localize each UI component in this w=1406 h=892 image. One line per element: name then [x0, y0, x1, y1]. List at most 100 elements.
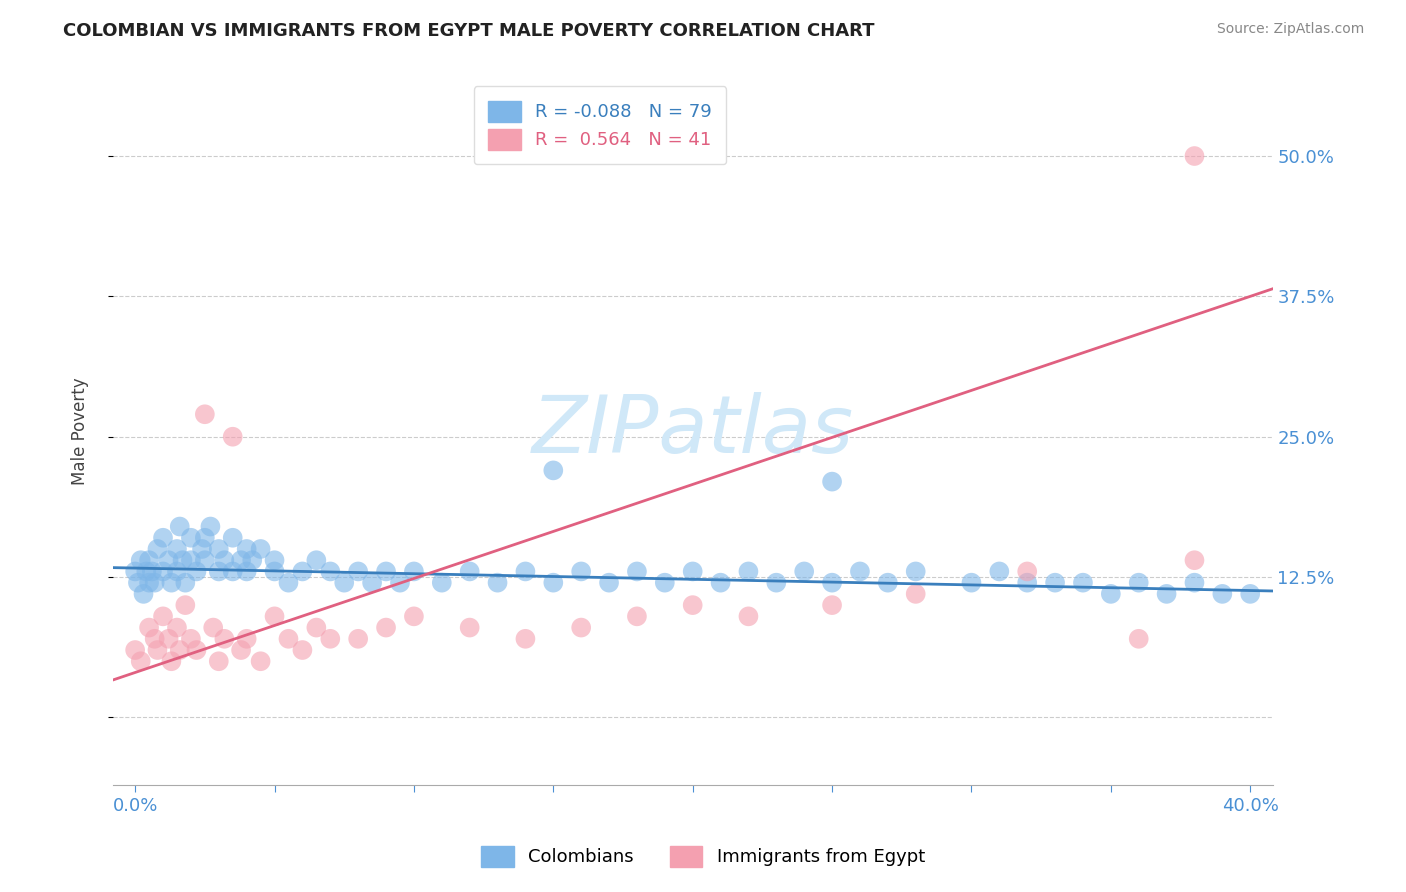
- Text: COLOMBIAN VS IMMIGRANTS FROM EGYPT MALE POVERTY CORRELATION CHART: COLOMBIAN VS IMMIGRANTS FROM EGYPT MALE …: [63, 22, 875, 40]
- Point: [166, 565, 188, 579]
- Point: [904, 587, 927, 601]
- Point: [146, 541, 169, 556]
- Point: [132, 587, 155, 601]
- Point: [305, 621, 328, 635]
- Point: [124, 643, 146, 657]
- Point: [737, 565, 759, 579]
- Text: Source: ZipAtlas.com: Source: ZipAtlas.com: [1216, 22, 1364, 37]
- Point: [249, 541, 271, 556]
- Point: [186, 565, 208, 579]
- Point: [1156, 587, 1178, 601]
- Point: [876, 575, 898, 590]
- Legend: R = -0.088   N = 79, R =  0.564   N = 41: R = -0.088 N = 79, R = 0.564 N = 41: [474, 87, 727, 164]
- Point: [129, 553, 152, 567]
- Point: [180, 531, 202, 545]
- Point: [240, 553, 263, 567]
- Y-axis label: Male Poverty: Male Poverty: [72, 377, 89, 485]
- Point: [626, 609, 648, 624]
- Point: [1211, 587, 1233, 601]
- Point: [166, 541, 188, 556]
- Point: [458, 621, 481, 635]
- Point: [305, 553, 328, 567]
- Point: [515, 632, 537, 646]
- Point: [1184, 149, 1206, 163]
- Point: [222, 565, 245, 579]
- Point: [152, 565, 174, 579]
- Point: [143, 632, 166, 646]
- Point: [200, 519, 222, 533]
- Point: [146, 643, 169, 657]
- Point: [263, 609, 285, 624]
- Point: [1184, 575, 1206, 590]
- Point: [654, 575, 676, 590]
- Point: [235, 565, 257, 579]
- Point: [1128, 575, 1150, 590]
- Point: [682, 598, 704, 612]
- Point: [174, 575, 197, 590]
- Point: [849, 565, 872, 579]
- Point: [214, 632, 236, 646]
- Point: [208, 654, 231, 668]
- Point: [180, 553, 202, 567]
- Point: [361, 575, 384, 590]
- Point: [222, 430, 245, 444]
- Point: [988, 565, 1011, 579]
- Point: [765, 575, 787, 590]
- Point: [152, 609, 174, 624]
- Legend: Colombians, Immigrants from Egypt: Colombians, Immigrants from Egypt: [474, 838, 932, 874]
- Point: [821, 575, 844, 590]
- Point: [186, 643, 208, 657]
- Point: [821, 475, 844, 489]
- Point: [1071, 575, 1094, 590]
- Point: [208, 565, 231, 579]
- Point: [291, 565, 314, 579]
- Point: [157, 632, 180, 646]
- Point: [249, 654, 271, 668]
- Point: [138, 575, 160, 590]
- Point: [1184, 553, 1206, 567]
- Point: [1043, 575, 1066, 590]
- Point: [515, 565, 537, 579]
- Point: [793, 565, 815, 579]
- Point: [157, 553, 180, 567]
- Point: [160, 575, 183, 590]
- Point: [486, 575, 509, 590]
- Point: [194, 553, 217, 567]
- Point: [333, 575, 356, 590]
- Point: [169, 643, 191, 657]
- Point: [277, 575, 299, 590]
- Point: [263, 565, 285, 579]
- Point: [430, 575, 453, 590]
- Point: [141, 565, 163, 579]
- Point: [737, 609, 759, 624]
- Point: [319, 632, 342, 646]
- Point: [202, 621, 225, 635]
- Point: [543, 575, 565, 590]
- Point: [160, 654, 183, 668]
- Point: [277, 632, 299, 646]
- Point: [1099, 587, 1122, 601]
- Point: [569, 621, 592, 635]
- Point: [458, 565, 481, 579]
- Point: [543, 463, 565, 477]
- Point: [169, 519, 191, 533]
- Point: [1017, 575, 1039, 590]
- Point: [194, 531, 217, 545]
- Point: [174, 598, 197, 612]
- Point: [319, 565, 342, 579]
- Point: [235, 632, 257, 646]
- Point: [172, 553, 194, 567]
- Point: [709, 575, 731, 590]
- Point: [222, 531, 245, 545]
- Point: [388, 575, 411, 590]
- Point: [138, 621, 160, 635]
- Point: [235, 541, 257, 556]
- Point: [821, 598, 844, 612]
- Point: [124, 565, 146, 579]
- Point: [402, 609, 425, 624]
- Point: [291, 643, 314, 657]
- Point: [960, 575, 983, 590]
- Point: [127, 575, 149, 590]
- Point: [208, 541, 231, 556]
- Point: [682, 565, 704, 579]
